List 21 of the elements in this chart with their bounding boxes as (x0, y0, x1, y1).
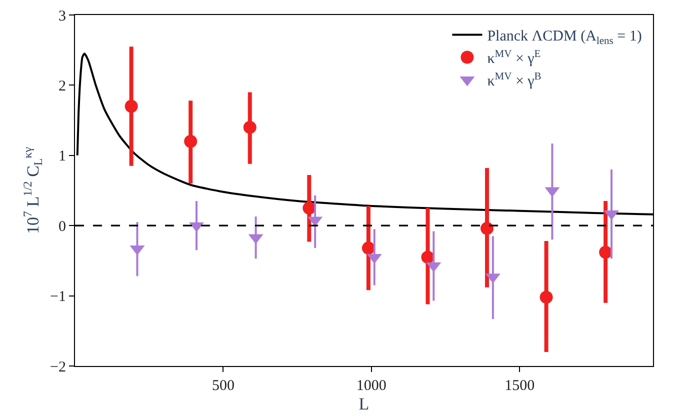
x-tick-label: 1500 (504, 378, 535, 394)
point (599, 246, 612, 259)
point (480, 222, 494, 235)
y-tick-label: −1 (50, 289, 66, 306)
y-tick-label: 3 (58, 8, 66, 24)
point (362, 242, 375, 255)
x-tick-label: 1000 (356, 378, 386, 394)
x-axis-title: L (358, 394, 370, 414)
point (124, 100, 138, 113)
y-tick-label: 1 (58, 148, 66, 165)
point (184, 134, 198, 148)
legend-label: κ$^{MV}$ × γ$^{B}$ (487, 71, 542, 90)
x-tick-label: 500 (212, 378, 234, 394)
y-tick-label: 0 (58, 218, 66, 235)
y-tick-label: −2 (50, 359, 66, 376)
legend-label: Planck ΛCDM (A$_{lens}$ = 1) (487, 28, 642, 47)
y-tick-label: 2 (58, 78, 66, 94)
point (302, 202, 316, 215)
point (540, 290, 553, 304)
legend-label: κ$^{MV}$ × γ$^{E}$ (487, 48, 541, 68)
point (243, 120, 256, 134)
